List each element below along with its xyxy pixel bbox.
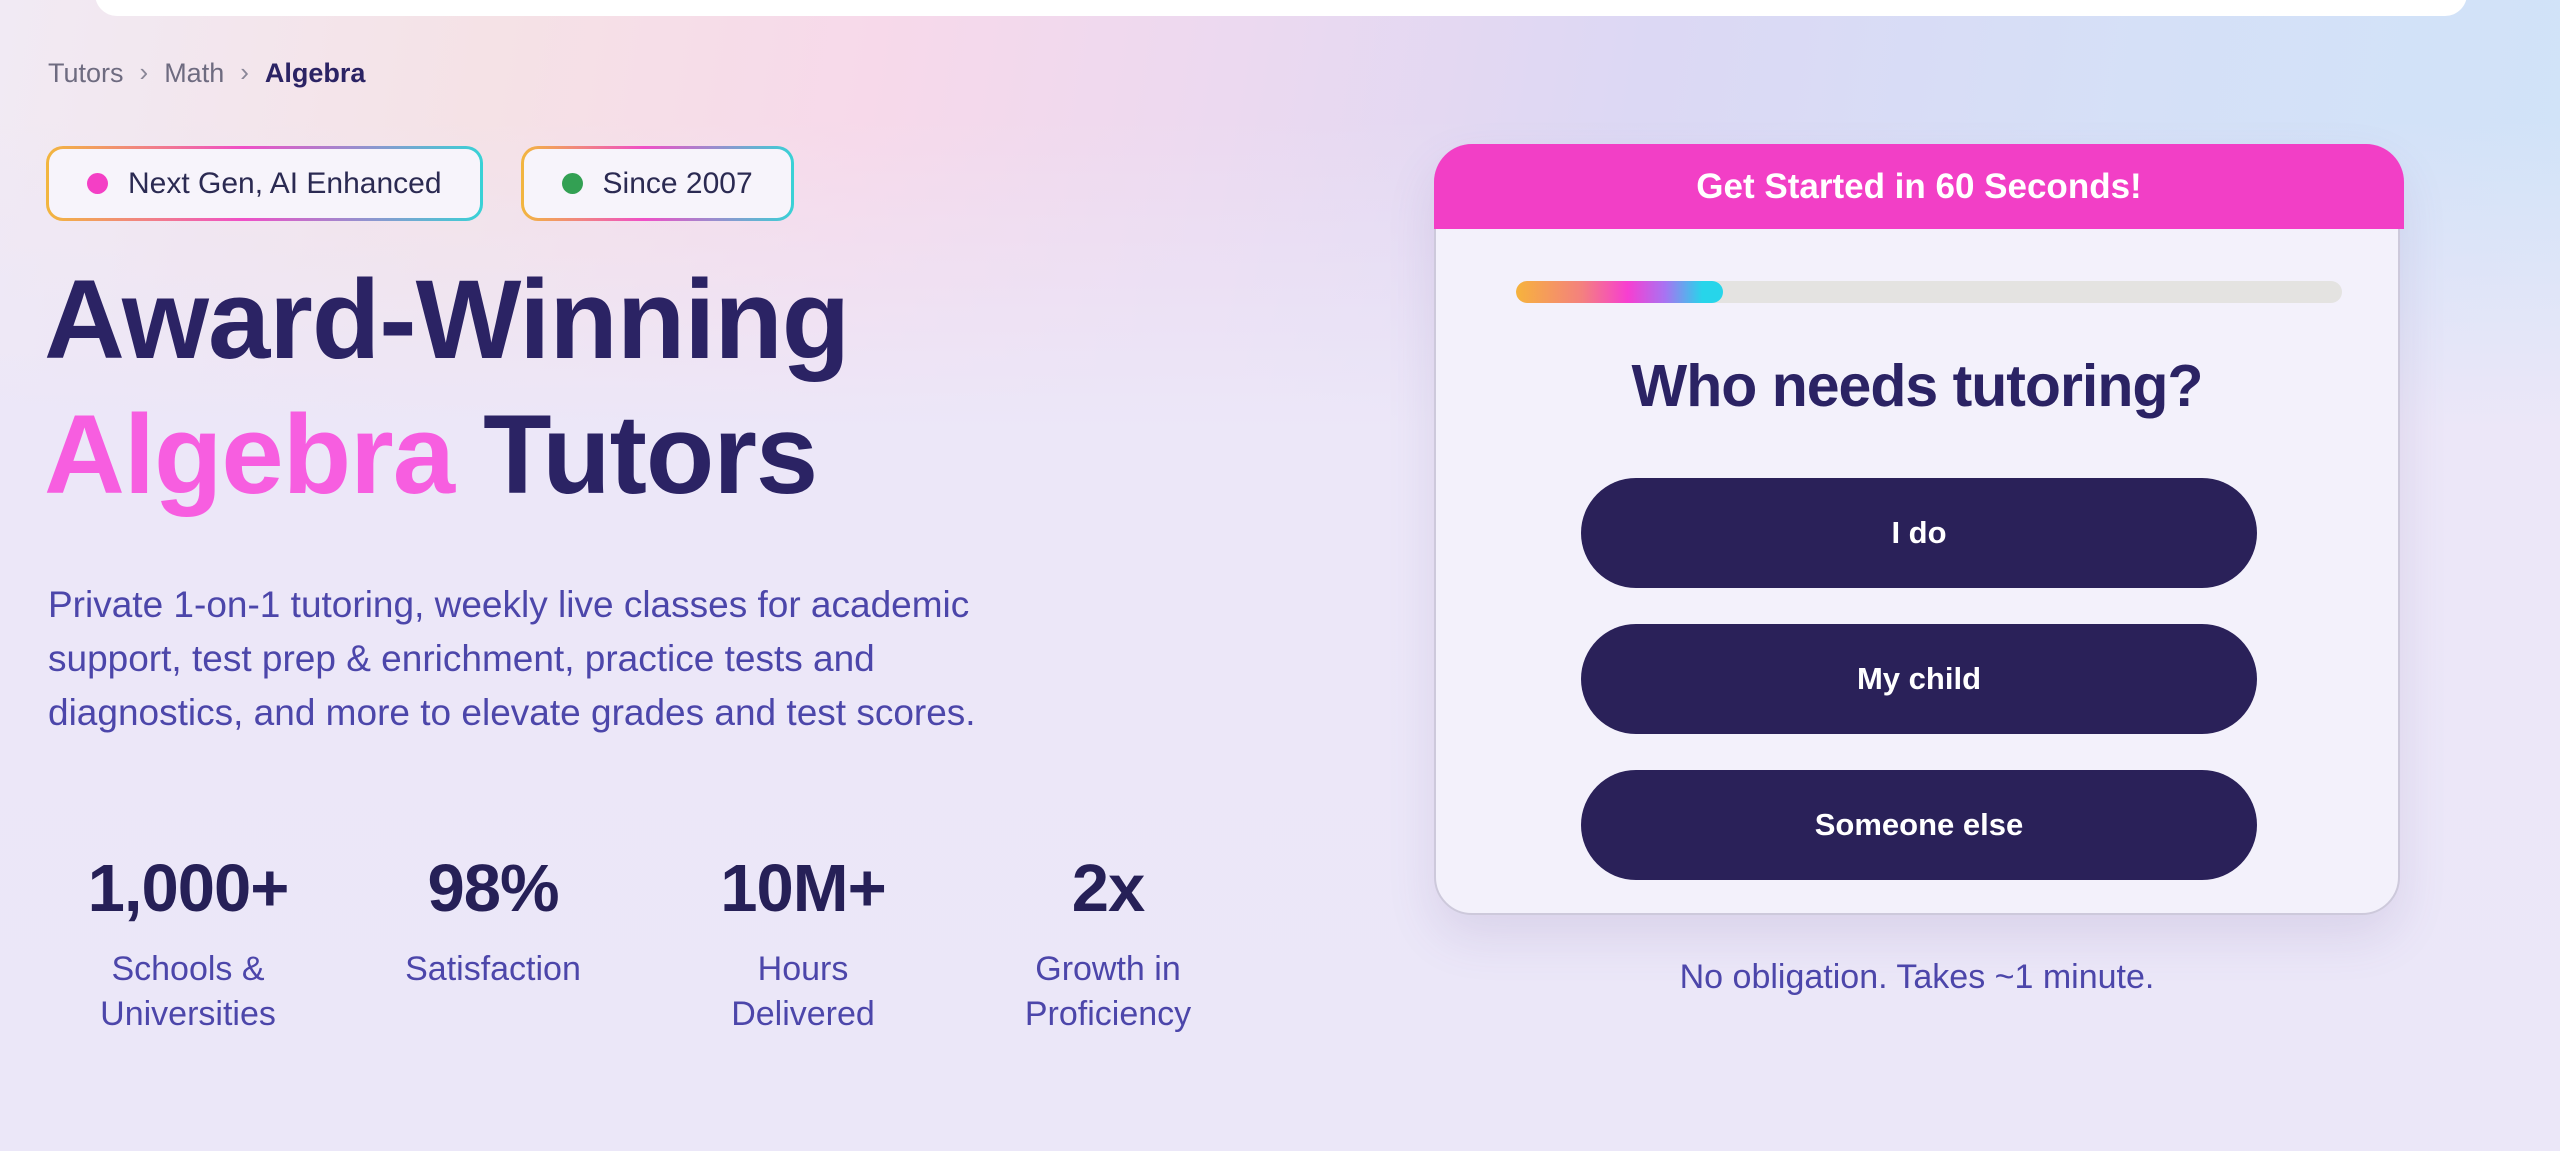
stat-label: Schools & Universities — [48, 947, 328, 1037]
option-list: I do My child Someone else — [1581, 478, 2257, 880]
breadcrumb-link-math[interactable]: Math — [164, 58, 225, 88]
stats-row: 1,000+ Schools & Universities 98% Satisf… — [48, 850, 1328, 1060]
badge-since-2007-label: Since 2007 — [602, 166, 753, 200]
title-highlight-algebra: Algebra — [44, 392, 455, 517]
stat-label-line: Schools & — [111, 950, 265, 988]
stat-value: 10M+ — [720, 851, 886, 926]
progress-bar — [1516, 281, 2342, 303]
stat-label-line: Satisfaction — [405, 950, 581, 988]
top-nav-bar — [95, 0, 2467, 16]
stat-value: 1,000+ — [87, 851, 290, 926]
stat-value: 98% — [427, 851, 559, 926]
get-started-card: Get Started in 60 Seconds! Who needs tut… — [1434, 144, 2404, 915]
stat-satisfaction: 98% Satisfaction — [368, 850, 618, 992]
stat-label-line: Universities — [100, 995, 276, 1033]
title-rest-tutors: Tutors — [483, 392, 818, 517]
stat-hours: 10M+ Hours Delivered — [658, 850, 948, 1037]
stat-label-line: Growth in — [1035, 950, 1181, 988]
no-obligation-note: No obligation. Takes ~1 minute. — [1679, 958, 2155, 996]
stat-value: 2x — [1071, 851, 1146, 926]
green-dot-icon — [561, 173, 583, 194]
card-header: Get Started in 60 Seconds! — [1434, 144, 2404, 229]
option-someone-else-button[interactable]: Someone else — [1581, 770, 2257, 880]
title-line1: Award-Winning — [44, 257, 850, 382]
page-title: Award-Winning Algebra Tutors — [44, 252, 850, 522]
badge-ai-enhanced-label: Next Gen, AI Enhanced — [128, 166, 442, 200]
stat-label: Satisfaction — [368, 947, 618, 992]
breadcrumb-current-algebra: Algebra — [264, 58, 366, 88]
stat-growth: 2x Growth in Proficiency — [958, 850, 1258, 1037]
stat-label-line: Proficiency — [1024, 995, 1192, 1033]
badge-ai-enhanced: Next Gen, AI Enhanced — [46, 146, 483, 221]
stat-label-line: Hours — [757, 950, 849, 988]
hero-description: Private 1-on-1 tutoring, weekly live cla… — [48, 584, 976, 733]
chevron-right-icon: › — [139, 57, 149, 87]
breadcrumb-link-tutors[interactable]: Tutors — [48, 58, 124, 88]
stat-label: Hours Delivered — [658, 947, 948, 1037]
stat-label: Growth in Proficiency — [958, 947, 1258, 1037]
pink-dot-icon — [87, 173, 108, 194]
tutoring-question: Who needs tutoring? — [1631, 353, 2204, 419]
progress-fill — [1516, 281, 1723, 303]
option-my-child-button[interactable]: My child — [1581, 624, 2257, 734]
chevron-right-icon: › — [240, 57, 249, 87]
stat-label-line: Delivered — [731, 995, 875, 1033]
stat-schools: 1,000+ Schools & Universities — [48, 850, 328, 1037]
badge-since-2007: Since 2007 — [520, 146, 794, 221]
breadcrumb: Tutors › Math › Algebra — [48, 57, 366, 89]
option-i-do-button[interactable]: I do — [1581, 478, 2257, 588]
badge-row: Next Gen, AI Enhanced Since 2007 — [46, 146, 794, 221]
